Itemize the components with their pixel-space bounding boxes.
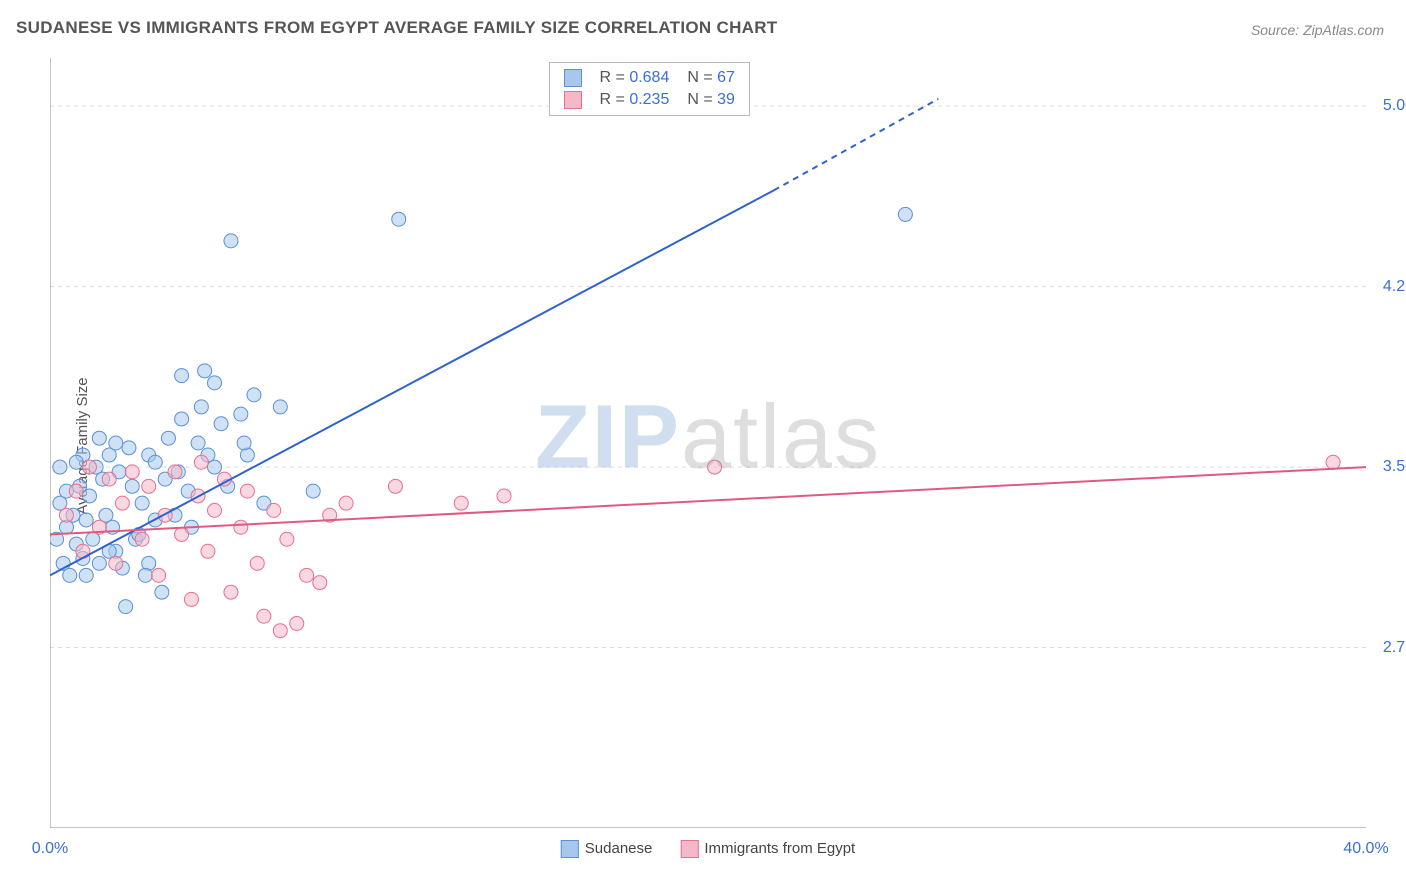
scatter-chart <box>50 58 1366 828</box>
chart-title: SUDANESE VS IMMIGRANTS FROM EGYPT AVERAG… <box>16 18 777 38</box>
legend-swatch-egypt <box>564 91 582 109</box>
legend-item-egypt: Immigrants from Egypt <box>680 840 855 858</box>
legend-swatch-sudanese <box>564 69 582 87</box>
legend-label-sudanese: Sudanese <box>585 840 653 857</box>
y-tick-label: 4.25 <box>1383 278 1406 296</box>
source-label: Source: ZipAtlas.com <box>1251 22 1384 38</box>
legend-item-sudanese: Sudanese <box>561 840 653 858</box>
x-tick-label: 40.0% <box>1343 840 1388 858</box>
legend-label-egypt: Immigrants from Egypt <box>704 840 855 857</box>
stats-r-a: R = 0.684 <box>600 69 670 87</box>
plot-area: ZIPatlas R = 0.684 N = 67 R = 0.235 N = … <box>50 58 1366 828</box>
legend-swatch-sudanese-icon <box>561 840 579 858</box>
legend-swatch-egypt-icon <box>680 840 698 858</box>
y-tick-label: 2.75 <box>1383 639 1406 657</box>
stats-n-a: N = 67 <box>687 69 735 87</box>
y-tick-label: 3.50 <box>1383 458 1406 476</box>
stats-n-b: N = 39 <box>687 91 735 109</box>
x-tick-label: 0.0% <box>32 840 68 858</box>
stats-r-b: R = 0.235 <box>600 91 670 109</box>
bottom-legend: Sudanese Immigrants from Egypt <box>561 840 855 858</box>
stats-legend-box: R = 0.684 N = 67 R = 0.235 N = 39 <box>549 62 750 116</box>
y-tick-label: 5.00 <box>1383 97 1406 115</box>
